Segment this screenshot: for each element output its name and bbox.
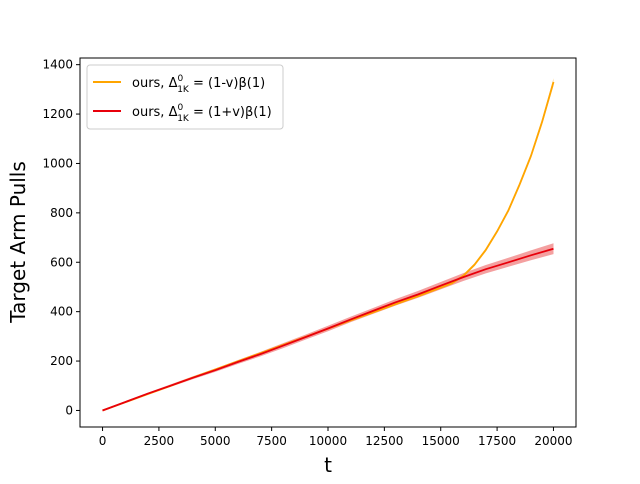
y-tick-label: 400 <box>50 305 73 319</box>
x-tick-label: 15000 <box>422 434 460 448</box>
plot-area <box>102 78 555 412</box>
y-tick-label: 1200 <box>42 107 73 121</box>
y-tick-label: 800 <box>50 206 73 220</box>
x-tick-label: 2500 <box>144 434 175 448</box>
y-tick-label: 600 <box>50 255 73 269</box>
x-tick-label: 12500 <box>365 434 403 448</box>
series-1-line <box>102 81 555 412</box>
x-tick-label: 17500 <box>478 434 516 448</box>
legend: ours, Δ0 1K = (1-v)β(1) ours, Δ0 1K = (1+v… <box>86 64 284 130</box>
legend-entry-1: ours, Δ0 1K = (1-v)β(1) <box>132 74 265 95</box>
y-tick-label: 200 <box>50 354 73 368</box>
x-axis-label: t <box>324 453 332 477</box>
x-tick-label: 5000 <box>200 434 231 448</box>
x-tick-label: 7500 <box>256 434 287 448</box>
x-tick-label: 10000 <box>309 434 347 448</box>
y-axis-label: Target Arm Pulls <box>6 161 30 324</box>
y-tick-label: 1000 <box>42 156 73 170</box>
legend-box <box>86 64 284 130</box>
legend-entry-2: ours, Δ0 1K = (1+v)β(1) <box>132 103 272 124</box>
y-tick-label: 1400 <box>42 58 73 72</box>
y-tick-label: 0 <box>65 403 73 417</box>
x-tick-label: 0 <box>99 434 107 448</box>
x-tick-label: 20000 <box>534 434 572 448</box>
x-axis: 0 2500 5000 7500 10000 12500 15000 17500 20000 <box>99 427 573 448</box>
series-2-line <box>102 247 554 412</box>
y-axis: 0 200 400 600 800 1000 1200 1400 <box>42 58 80 417</box>
